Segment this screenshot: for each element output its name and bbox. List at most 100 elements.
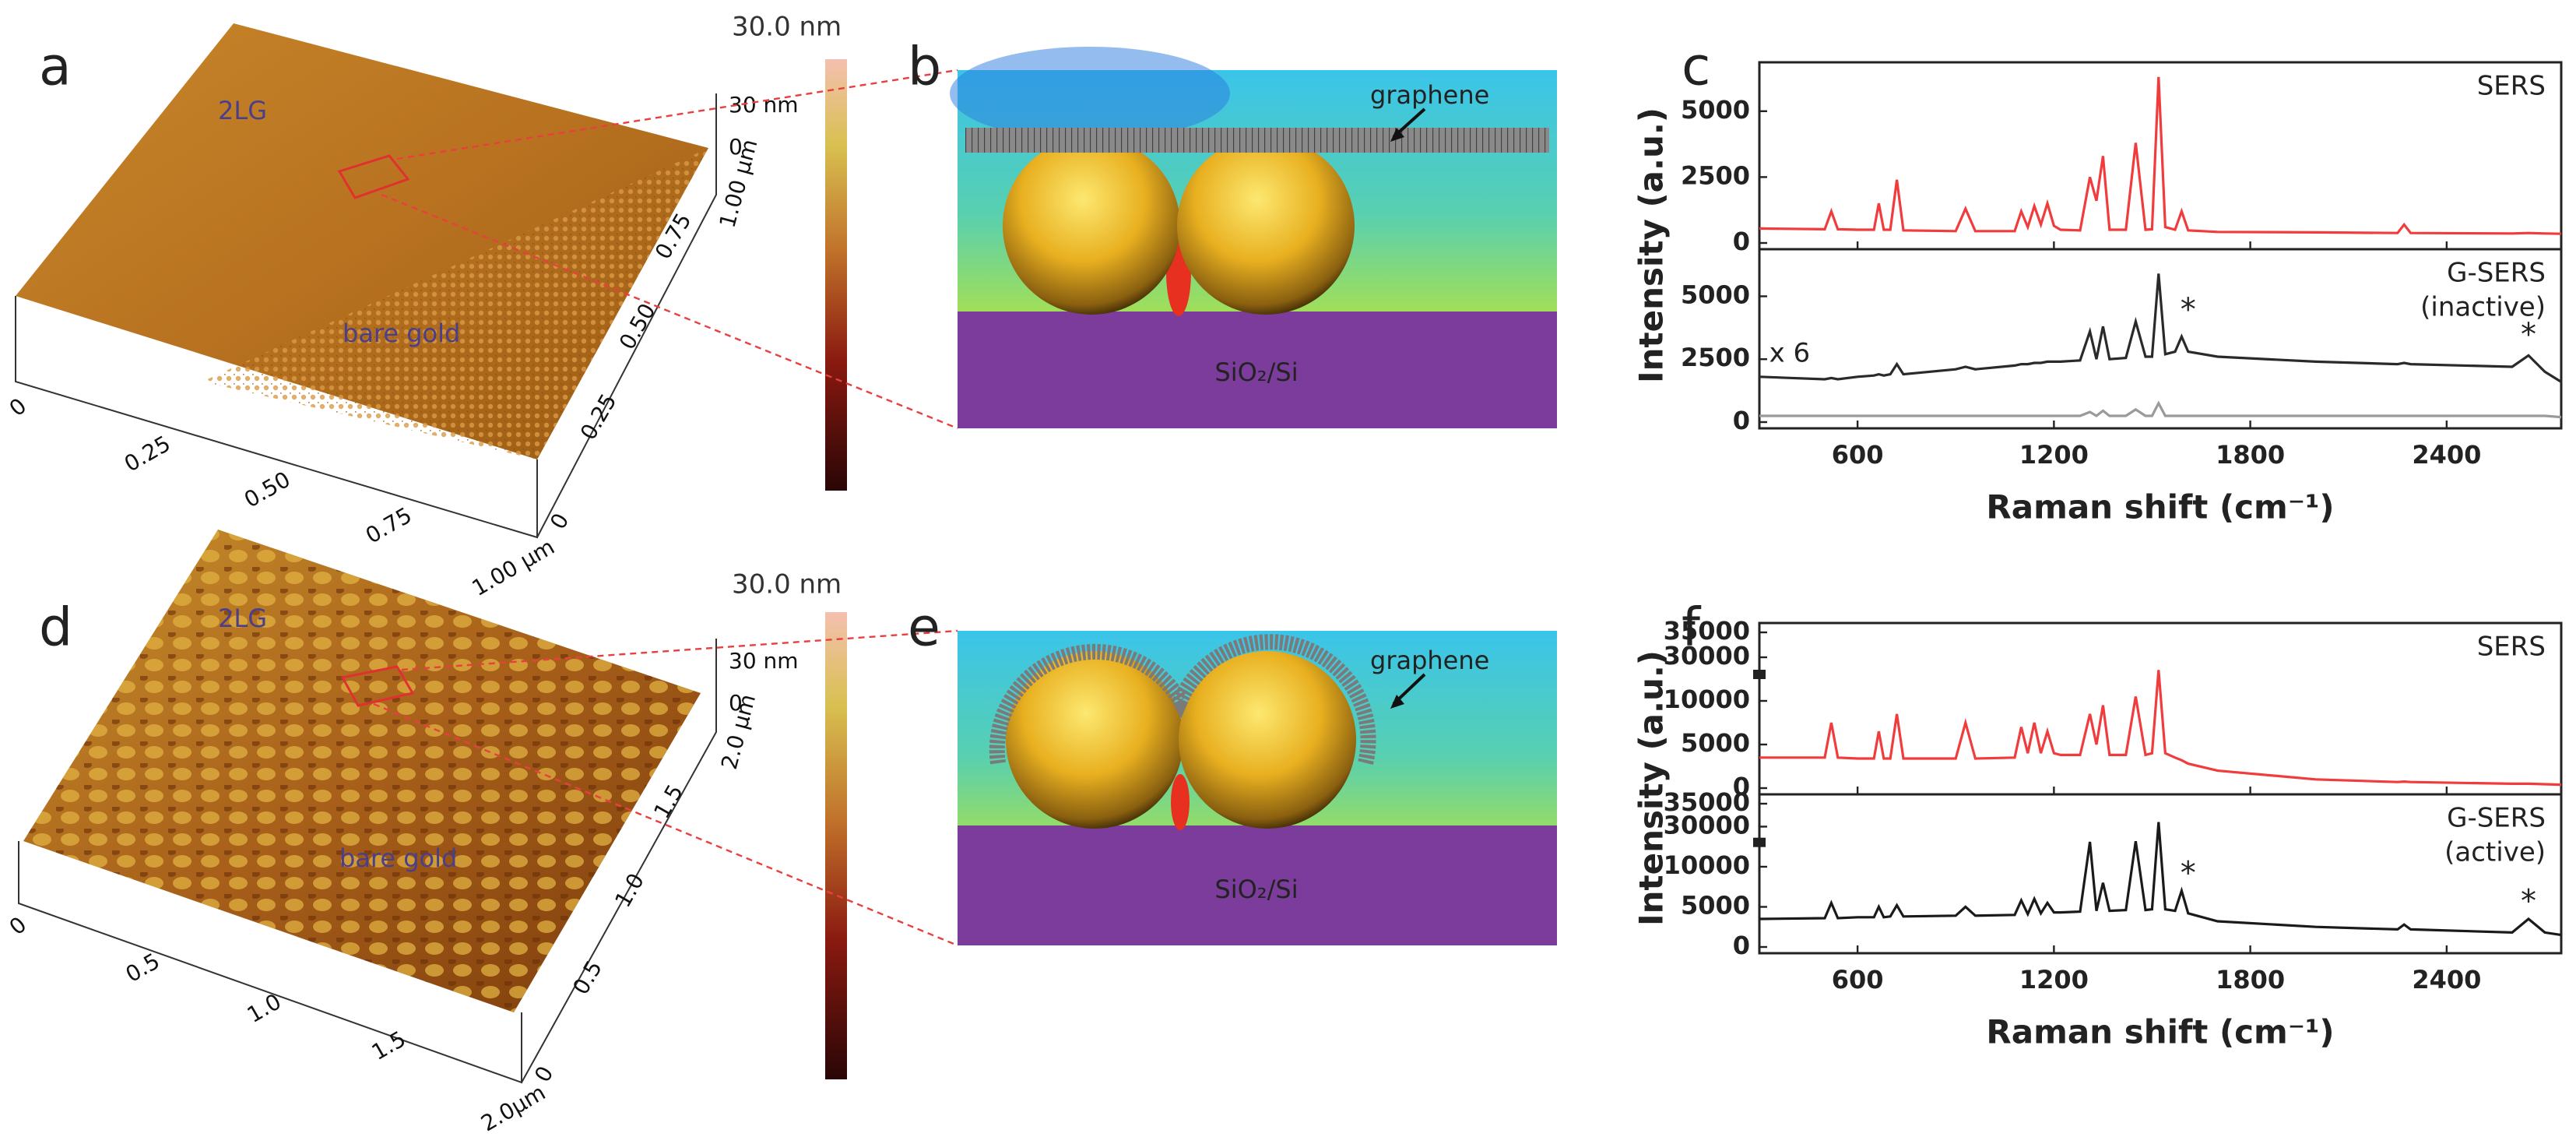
afm-axis (18, 841, 522, 1084)
afm-axis (15, 296, 538, 539)
zoom-line (396, 69, 958, 160)
x-tick-label: 0.25 (120, 431, 174, 477)
gold-sphere (1177, 137, 1355, 315)
zoom-line (373, 702, 958, 947)
y-tick-label: 5000 (1681, 95, 1750, 125)
y-axis-label: Intensity (a.u.) (1632, 107, 1671, 383)
x-tick-label: 0.50 (240, 466, 294, 513)
x-tick-label: 2.0µm (476, 1079, 550, 1136)
panel-letter: f (1682, 597, 1702, 659)
bare-gold-texture (202, 148, 708, 459)
y-tick-label: 30000 (1664, 810, 1750, 840)
colorbar (825, 612, 847, 1079)
gold-sphere (1179, 651, 1356, 829)
y-tick-label: 35000 (1664, 616, 1750, 646)
zoom-line (381, 193, 958, 430)
panel-letter: d (39, 597, 72, 659)
gold-sphere (1003, 137, 1180, 315)
x-axis-label: Raman shift (cm⁻¹) (1986, 488, 2334, 526)
y-tick-label: 5000 (1681, 280, 1750, 309)
graphene-label: graphene (1370, 646, 1489, 675)
y-tick-label: 1.5 (648, 780, 688, 823)
annotation: * (2521, 883, 2536, 919)
y-tick-label: 0 (545, 509, 574, 533)
axis-break (1753, 670, 1766, 679)
z-tick-label: 0 (729, 134, 743, 160)
annotation: * (2181, 855, 2196, 891)
spectrum-line (1759, 822, 2562, 937)
raman-chart: c Intensity (a.u.) Raman shift (cm⁻¹) 600 12… (1632, 37, 2563, 526)
x-tick-label: 1.0 (243, 988, 286, 1028)
panel-letter: a (39, 37, 72, 98)
afm-panel-d: d 2LG bare gold 0 0.5 1.0 1.5 2.0µm 0 0.… (5, 530, 847, 1136)
x-tick-label: 1800 (2216, 440, 2285, 470)
y-tick-label: 30000 (1664, 641, 1750, 671)
annotation: * (2181, 292, 2196, 328)
colorbar-label: 30.0 nm (732, 569, 842, 600)
x-tick-label: 600 (1832, 965, 1884, 994)
y-tick-label: 0 (1733, 406, 1750, 435)
spectrum-line (1759, 670, 2562, 787)
afm-axis (536, 93, 717, 538)
panel-letter: b (908, 37, 941, 98)
y-tick-label: 0.5 (568, 956, 607, 999)
y-tick-label: 0 (1733, 772, 1750, 801)
gap-hotspot (1171, 774, 1190, 830)
zoom-lines (373, 69, 958, 947)
substrate (958, 825, 1557, 945)
x-tick-label: 0.75 (361, 502, 416, 549)
panel-letter: c (1682, 37, 1710, 98)
x-tick-label: 2400 (2412, 965, 2481, 994)
spectrum-line (1759, 273, 2562, 383)
subplot-label: G-SERS (2447, 803, 2546, 834)
zoom-box (337, 154, 410, 199)
x-tick-label: 1.5 (367, 1026, 410, 1065)
y-tick-label: 1.0 (610, 869, 649, 912)
plot-frame (1758, 621, 2563, 796)
zoom-box (340, 665, 415, 707)
x-tick-label: 1.00 µm (468, 533, 559, 601)
zoom-line (401, 629, 958, 671)
z-tick-label: 30 nm (729, 648, 799, 674)
region-label: 2LG (218, 96, 267, 125)
y-tick-label: 0.25 (575, 389, 622, 444)
annotation: * (2521, 317, 2536, 353)
afm-panel-a: a 2LG bare gold 0 0.25 0.50 0.75 1.00 µm… (5, 12, 847, 601)
afm-texture (23, 530, 701, 1012)
subplot-label: (inactive) (2420, 292, 2546, 323)
gold-sphere (1006, 651, 1183, 829)
colorbar (825, 59, 847, 491)
y-tick-label: 5000 (1681, 728, 1750, 758)
y-tick-label: 10000 (1664, 850, 1750, 880)
x-tick-label: 2400 (2412, 440, 2481, 470)
graphene-label: graphene (1370, 80, 1489, 110)
model-panel-b: b graphene SiO₂/Si (908, 37, 1557, 428)
subplot-label: G-SERS (2447, 258, 2546, 289)
panel-letter: e (908, 597, 940, 659)
region-label: bare gold (343, 319, 460, 348)
graphene-layer (965, 128, 1549, 153)
plot-frame (1758, 248, 2563, 430)
arrow-head (1390, 128, 1404, 142)
spectrum-line (1759, 76, 2562, 235)
arrow-head (1390, 695, 1404, 709)
x-tick-label: 1200 (2019, 965, 2089, 994)
y-tick-label: 2500 (1681, 343, 1750, 372)
x-tick-label: 1200 (2019, 440, 2089, 470)
y-tick-label: 0 (1733, 227, 1750, 256)
x-tick-label: 0.5 (121, 948, 164, 987)
raman-chart: f Intensity (a.u.) Raman shift (cm⁻¹) 600 12… (1632, 597, 2563, 1051)
x-tick-label: 600 (1832, 440, 1884, 470)
y-tick-label: 0.50 (614, 299, 661, 354)
annotation: x 6 (1769, 337, 1811, 368)
region-label: 2LG (218, 604, 267, 633)
subplot-label: (active) (2444, 837, 2546, 868)
y-tick-label: 35000 (1664, 787, 1750, 817)
y-axis-label: Intensity (a.u.) (1632, 650, 1671, 926)
graphene-layer (989, 634, 1376, 766)
substrate-label: SiO₂/Si (1214, 357, 1298, 387)
axis-break (1753, 837, 1766, 847)
afm-axis (521, 639, 717, 1083)
model-panel-e: e graphene SiO₂/Si (908, 597, 1557, 945)
